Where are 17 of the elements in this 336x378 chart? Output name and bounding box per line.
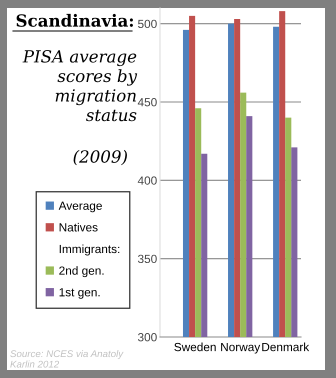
text: PISA average scores by migration status xyxy=(22,50,138,122)
legend-label: Natives xyxy=(60,222,98,232)
x-tick-label: Sweden xyxy=(174,342,216,352)
legend-label: 2nd gen. xyxy=(59,266,104,278)
source-note: Source: NCES via Anatoly Karlin 2012 xyxy=(10,350,124,368)
legend-label: Average xyxy=(58,202,102,212)
text: (2009) xyxy=(74,150,127,166)
legend-label: 1st gen. xyxy=(60,288,100,299)
x-tick-label: Denmark xyxy=(262,342,310,352)
x-tick-label: Norway xyxy=(221,342,260,354)
legend-title: Immigrants: xyxy=(60,244,120,256)
y-tick-label: 450 xyxy=(138,98,157,106)
y-tick-label: 500 xyxy=(138,20,157,28)
y-tick-label: 300 xyxy=(138,333,157,342)
y-tick-label: 400 xyxy=(138,176,157,185)
chart-title: Scandinavia: xyxy=(16,14,133,27)
y-tick-label: 350 xyxy=(138,254,157,264)
